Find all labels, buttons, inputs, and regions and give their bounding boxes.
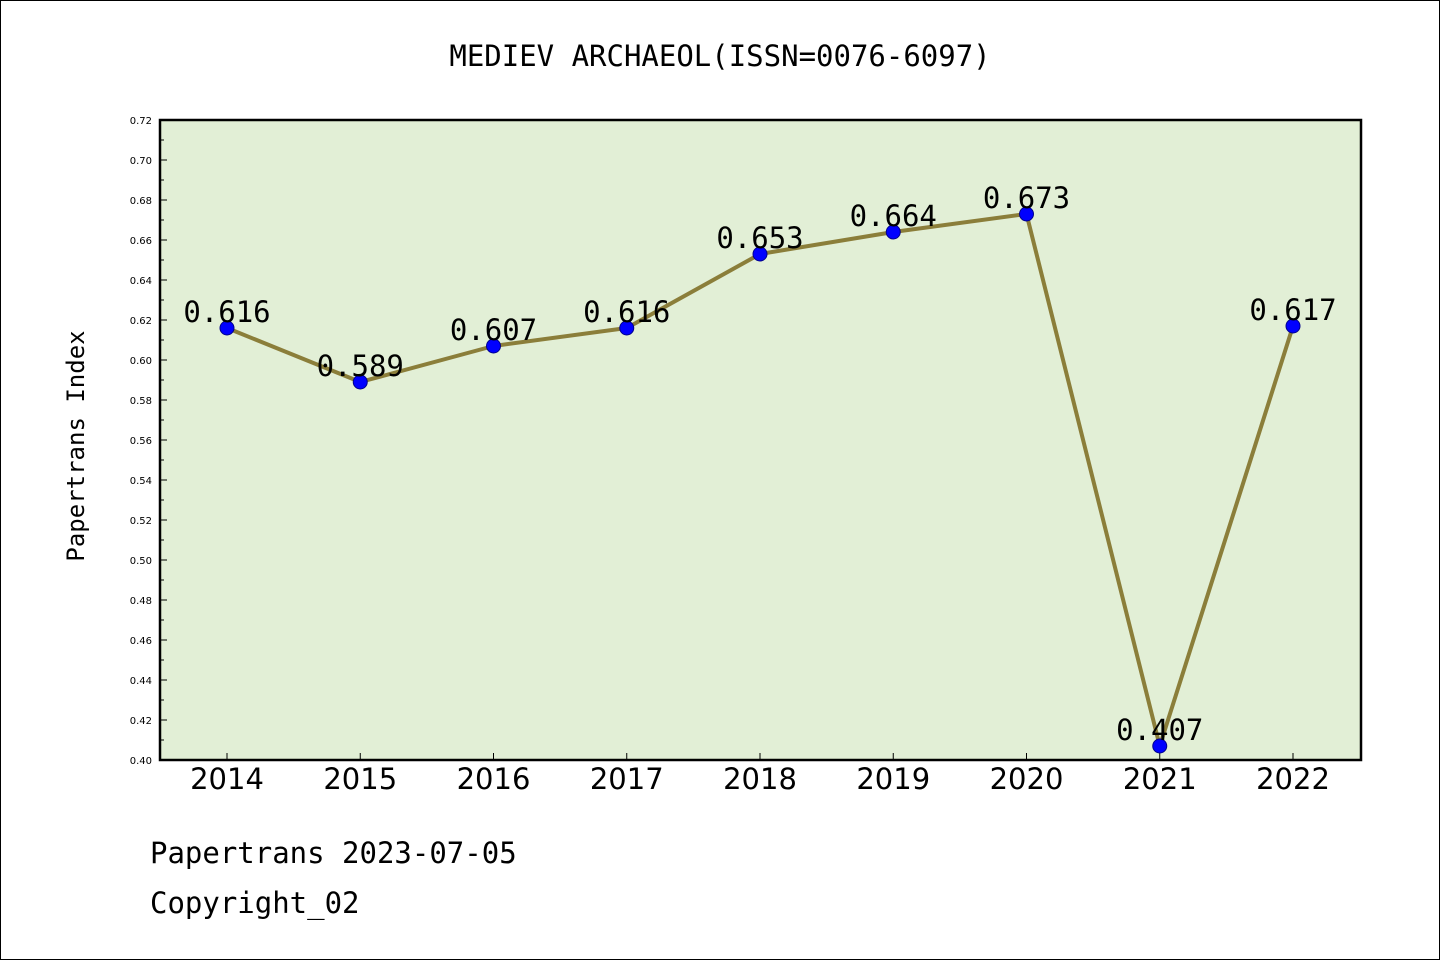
plot-border xyxy=(158,118,1363,762)
y-tick-label: 0.56 xyxy=(130,436,152,447)
data-point xyxy=(1152,738,1168,754)
y-tick-label: 0.70 xyxy=(130,156,152,167)
x-tick-label: 2017 xyxy=(590,762,664,796)
footer-date: Papertrans 2023-07-05 xyxy=(150,836,517,870)
data-label: 0.607 xyxy=(450,313,537,347)
y-tick-label: 0.44 xyxy=(130,676,152,687)
y-tick-label: 0.58 xyxy=(130,396,152,407)
y-tick-label: 0.68 xyxy=(130,196,152,207)
y-tick-label: 0.64 xyxy=(130,276,152,287)
y-tick-label: 0.66 xyxy=(130,236,152,247)
y-tick-label: 0.60 xyxy=(130,356,152,367)
x-axis-ticks: 2014 2015 2016 2017 2018 2019 2020 2021 2022 xyxy=(190,753,1330,796)
y-axis-ticks: 0.40 0.42 0.44 0.46 0.48 0.50 0.52 0.54 0.56 0.58… xyxy=(130,116,167,767)
data-label: 0.616 xyxy=(183,295,270,329)
data-point xyxy=(885,224,901,240)
data-point xyxy=(1019,206,1034,222)
x-tick-label: 2022 xyxy=(1256,762,1330,796)
data-label: 0.617 xyxy=(1249,293,1336,327)
data-point xyxy=(486,338,501,354)
x-tick-label: 2016 xyxy=(457,762,531,796)
data-label: 0.616 xyxy=(583,295,670,329)
y-tick-label: 0.72 xyxy=(130,116,152,127)
y-tick-label: 0.42 xyxy=(130,716,152,727)
data-label: 0.653 xyxy=(716,221,803,255)
x-tick-label: 2015 xyxy=(323,762,397,796)
data-label: 0.664 xyxy=(850,199,937,233)
y-tick-label: 0.52 xyxy=(130,516,152,527)
x-tick-label: 2020 xyxy=(990,762,1064,796)
data-label: 0.407 xyxy=(1116,713,1203,747)
x-tick-label: 2019 xyxy=(856,762,930,796)
y-tick-label: 0.54 xyxy=(130,476,152,487)
data-point xyxy=(752,246,768,262)
data-point xyxy=(1285,318,1301,334)
plot-area xyxy=(160,120,1361,760)
x-tick-label: 2021 xyxy=(1123,762,1197,796)
y-tick-label: 0.62 xyxy=(130,316,152,327)
y-tick-label: 0.50 xyxy=(130,556,152,567)
data-point xyxy=(619,320,635,336)
x-tick-label: 2018 xyxy=(723,762,797,796)
data-point xyxy=(219,320,235,336)
y-axis-label: Papertrans Index xyxy=(62,330,90,561)
x-tick-label: 2014 xyxy=(190,762,264,796)
y-tick-label: 0.40 xyxy=(130,756,152,767)
data-labels: 0.616 0.589 0.607 0.616 0.653 0.664 0.673 0.407… xyxy=(183,181,1336,747)
y-tick-label: 0.46 xyxy=(130,636,152,647)
data-label: 0.589 xyxy=(317,349,404,383)
data-markers xyxy=(219,206,1301,754)
chart-title: MEDIEV ARCHAEOL(ISSN=0076-6097) xyxy=(449,39,990,73)
data-label: 0.673 xyxy=(983,181,1070,215)
y-tick-label: 0.48 xyxy=(130,596,152,607)
footer-copyright: Copyright_02 xyxy=(150,886,360,920)
data-point xyxy=(352,374,368,390)
